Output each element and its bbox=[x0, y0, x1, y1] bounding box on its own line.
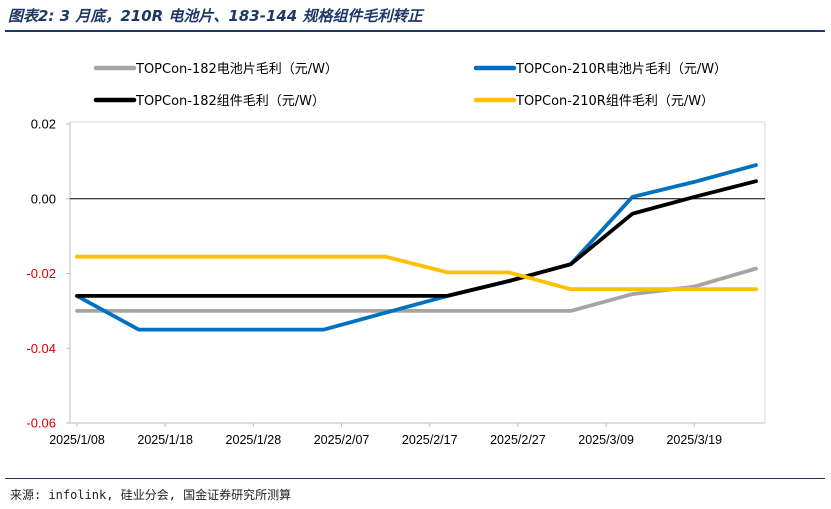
x-tick-label: 2025/3/19 bbox=[666, 433, 722, 447]
y-tick-label: 0.00 bbox=[31, 191, 56, 206]
plot-frame bbox=[69, 121, 766, 424]
title-divider bbox=[5, 30, 825, 32]
legend-label-1: TOPCon-182电池片毛利（元/W） bbox=[135, 62, 338, 77]
y-tick-label: -0.06 bbox=[26, 416, 56, 431]
page-title: 图表2: 3 月底，210R 电池片、183-144 规格组件毛利转正 bbox=[8, 7, 423, 25]
x-tick-label: 2025/2/27 bbox=[490, 433, 546, 447]
x-tick-label: 2025/2/07 bbox=[314, 433, 370, 447]
y-tick-label: -0.02 bbox=[26, 266, 56, 281]
chart-legend: TOPCon-182电池片毛利（元/W） TOPCon-210R电池片毛利（元/W… bbox=[93, 62, 727, 109]
y-tick-label: 0.02 bbox=[31, 117, 56, 132]
chart-axes: 0.02 0.00 -0.02 -0.04 -0.06 2025/1/08 2025/1/1… bbox=[26, 117, 766, 447]
chart-series bbox=[75, 163, 758, 332]
series-line-4 bbox=[75, 254, 758, 292]
x-tick-label: 2025/2/17 bbox=[402, 433, 458, 447]
legend-label-3: TOPCon-182组件毛利（元/W） bbox=[135, 94, 325, 109]
x-tick-label: 2025/1/28 bbox=[226, 433, 282, 447]
legend-label-2: TOPCon-210R电池片毛利（元/W） bbox=[515, 62, 727, 77]
x-tick-label: 2025/1/18 bbox=[137, 433, 193, 447]
x-tick-label: 2025/1/08 bbox=[49, 433, 105, 447]
source-note: 来源: infolink, 硅业分会, 国金证券研究所测算 bbox=[10, 488, 292, 502]
series-line-3 bbox=[75, 179, 758, 298]
y-tick-label: -0.04 bbox=[26, 341, 56, 356]
series-line-2 bbox=[75, 163, 758, 332]
footer-divider bbox=[5, 478, 825, 479]
x-tick-label: 2025/3/09 bbox=[578, 433, 634, 447]
legend-label-4: TOPCon-210R组件毛利（元/W） bbox=[515, 94, 714, 109]
